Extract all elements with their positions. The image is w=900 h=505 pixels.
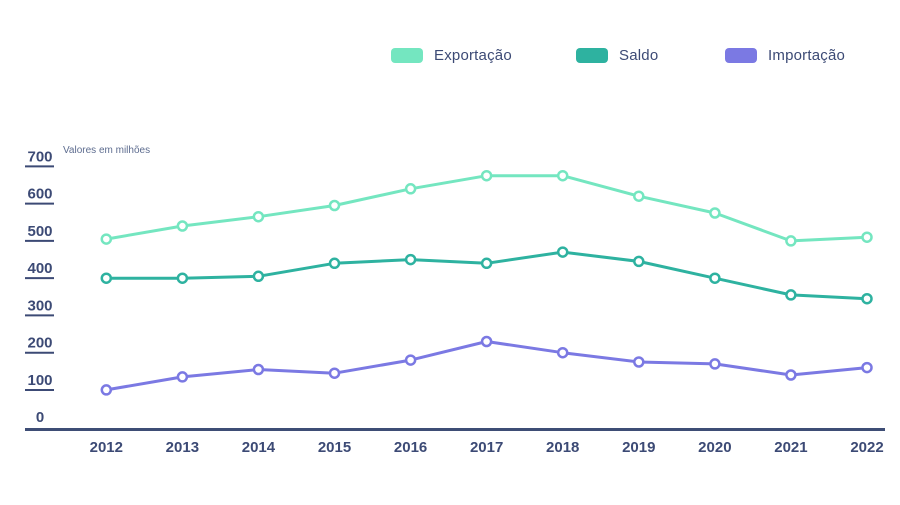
data-point-importacao-2014 <box>252 363 265 376</box>
legend-item-importacao[interactable]: Importação <box>725 47 845 64</box>
x-axis-label-2013: 2013 <box>166 439 199 456</box>
series-line-importacao <box>104 340 869 392</box>
y-axis-label-100: 100 <box>27 372 52 389</box>
data-point-saldo-2012 <box>100 272 113 284</box>
y-axis-label-500: 500 <box>27 223 52 240</box>
data-point-saldo-2017 <box>480 257 493 270</box>
x-axis-label-2017: 2017 <box>470 439 503 456</box>
data-point-saldo-2014 <box>252 270 265 283</box>
x-axis-label-2021: 2021 <box>774 439 807 456</box>
y-axis-label-300: 300 <box>27 297 52 314</box>
data-point-saldo-2019 <box>633 255 645 268</box>
y-axis-label-200: 200 <box>27 335 52 352</box>
legend-swatch-saldo <box>576 48 608 63</box>
data-point-saldo-2015 <box>328 257 341 270</box>
legend-swatch-importacao <box>725 48 757 63</box>
data-point-saldo-2013 <box>176 272 189 284</box>
x-axis-label-2020: 2020 <box>698 439 731 456</box>
data-point-importacao-2016 <box>404 354 417 366</box>
x-axis-label-2019: 2019 <box>622 439 655 456</box>
legend-swatch-exportacao <box>391 48 423 63</box>
data-point-exportacao-2016 <box>404 183 417 195</box>
x-axis-label-2014: 2014 <box>242 439 276 456</box>
data-point-exportacao-2015 <box>328 199 341 212</box>
data-point-exportacao-2014 <box>252 210 265 223</box>
data-point-importacao-2020 <box>709 358 721 370</box>
legend-label-saldo: Saldo <box>619 47 659 64</box>
data-point-exportacao-2020 <box>709 207 721 219</box>
data-point-exportacao-2012 <box>100 233 113 245</box>
y-axis-label-700: 700 <box>27 148 52 165</box>
data-point-exportacao-2018 <box>556 169 569 182</box>
data-point-exportacao-2019 <box>633 190 645 202</box>
data-point-importacao-2021 <box>785 369 797 381</box>
legend-label-importacao: Importação <box>768 47 846 64</box>
data-point-saldo-2016 <box>404 253 417 266</box>
y-axis-label-600: 600 <box>27 186 52 203</box>
data-point-importacao-2015 <box>328 367 341 379</box>
data-point-importacao-2017 <box>480 335 493 348</box>
data-point-importacao-2018 <box>556 346 569 359</box>
legend-item-saldo[interactable]: Saldo <box>576 47 658 64</box>
y-axis-label-0: 0 <box>36 409 44 426</box>
data-point-exportacao-2021 <box>785 235 797 247</box>
legend-item-exportacao[interactable]: Exportação <box>391 47 512 64</box>
data-point-saldo-2020 <box>709 272 721 284</box>
data-point-exportacao-2017 <box>480 169 493 182</box>
x-axis-label-2018: 2018 <box>546 439 579 456</box>
x-axis-label-2012: 2012 <box>90 439 123 456</box>
legend-label-exportacao: Exportação <box>434 47 512 64</box>
data-point-exportacao-2013 <box>176 220 189 232</box>
x-axis-label-2016: 2016 <box>394 439 427 456</box>
legend: Exportação Saldo Importação <box>0 0 900 80</box>
data-point-saldo-2022 <box>861 292 873 305</box>
data-point-importacao-2013 <box>176 371 189 383</box>
data-point-importacao-2012 <box>100 384 113 396</box>
data-point-importacao-2019 <box>633 356 645 368</box>
series-line-exportacao <box>104 174 869 243</box>
x-axis-label-2022: 2022 <box>850 439 883 456</box>
data-point-importacao-2022 <box>861 361 873 374</box>
axis-note: Valores em milhões <box>63 145 150 156</box>
x-axis-label-2015: 2015 <box>318 439 351 456</box>
y-axis-label-400: 400 <box>27 260 52 277</box>
data-point-saldo-2018 <box>556 246 569 258</box>
data-point-saldo-2021 <box>785 289 797 301</box>
data-point-exportacao-2022 <box>861 231 873 243</box>
